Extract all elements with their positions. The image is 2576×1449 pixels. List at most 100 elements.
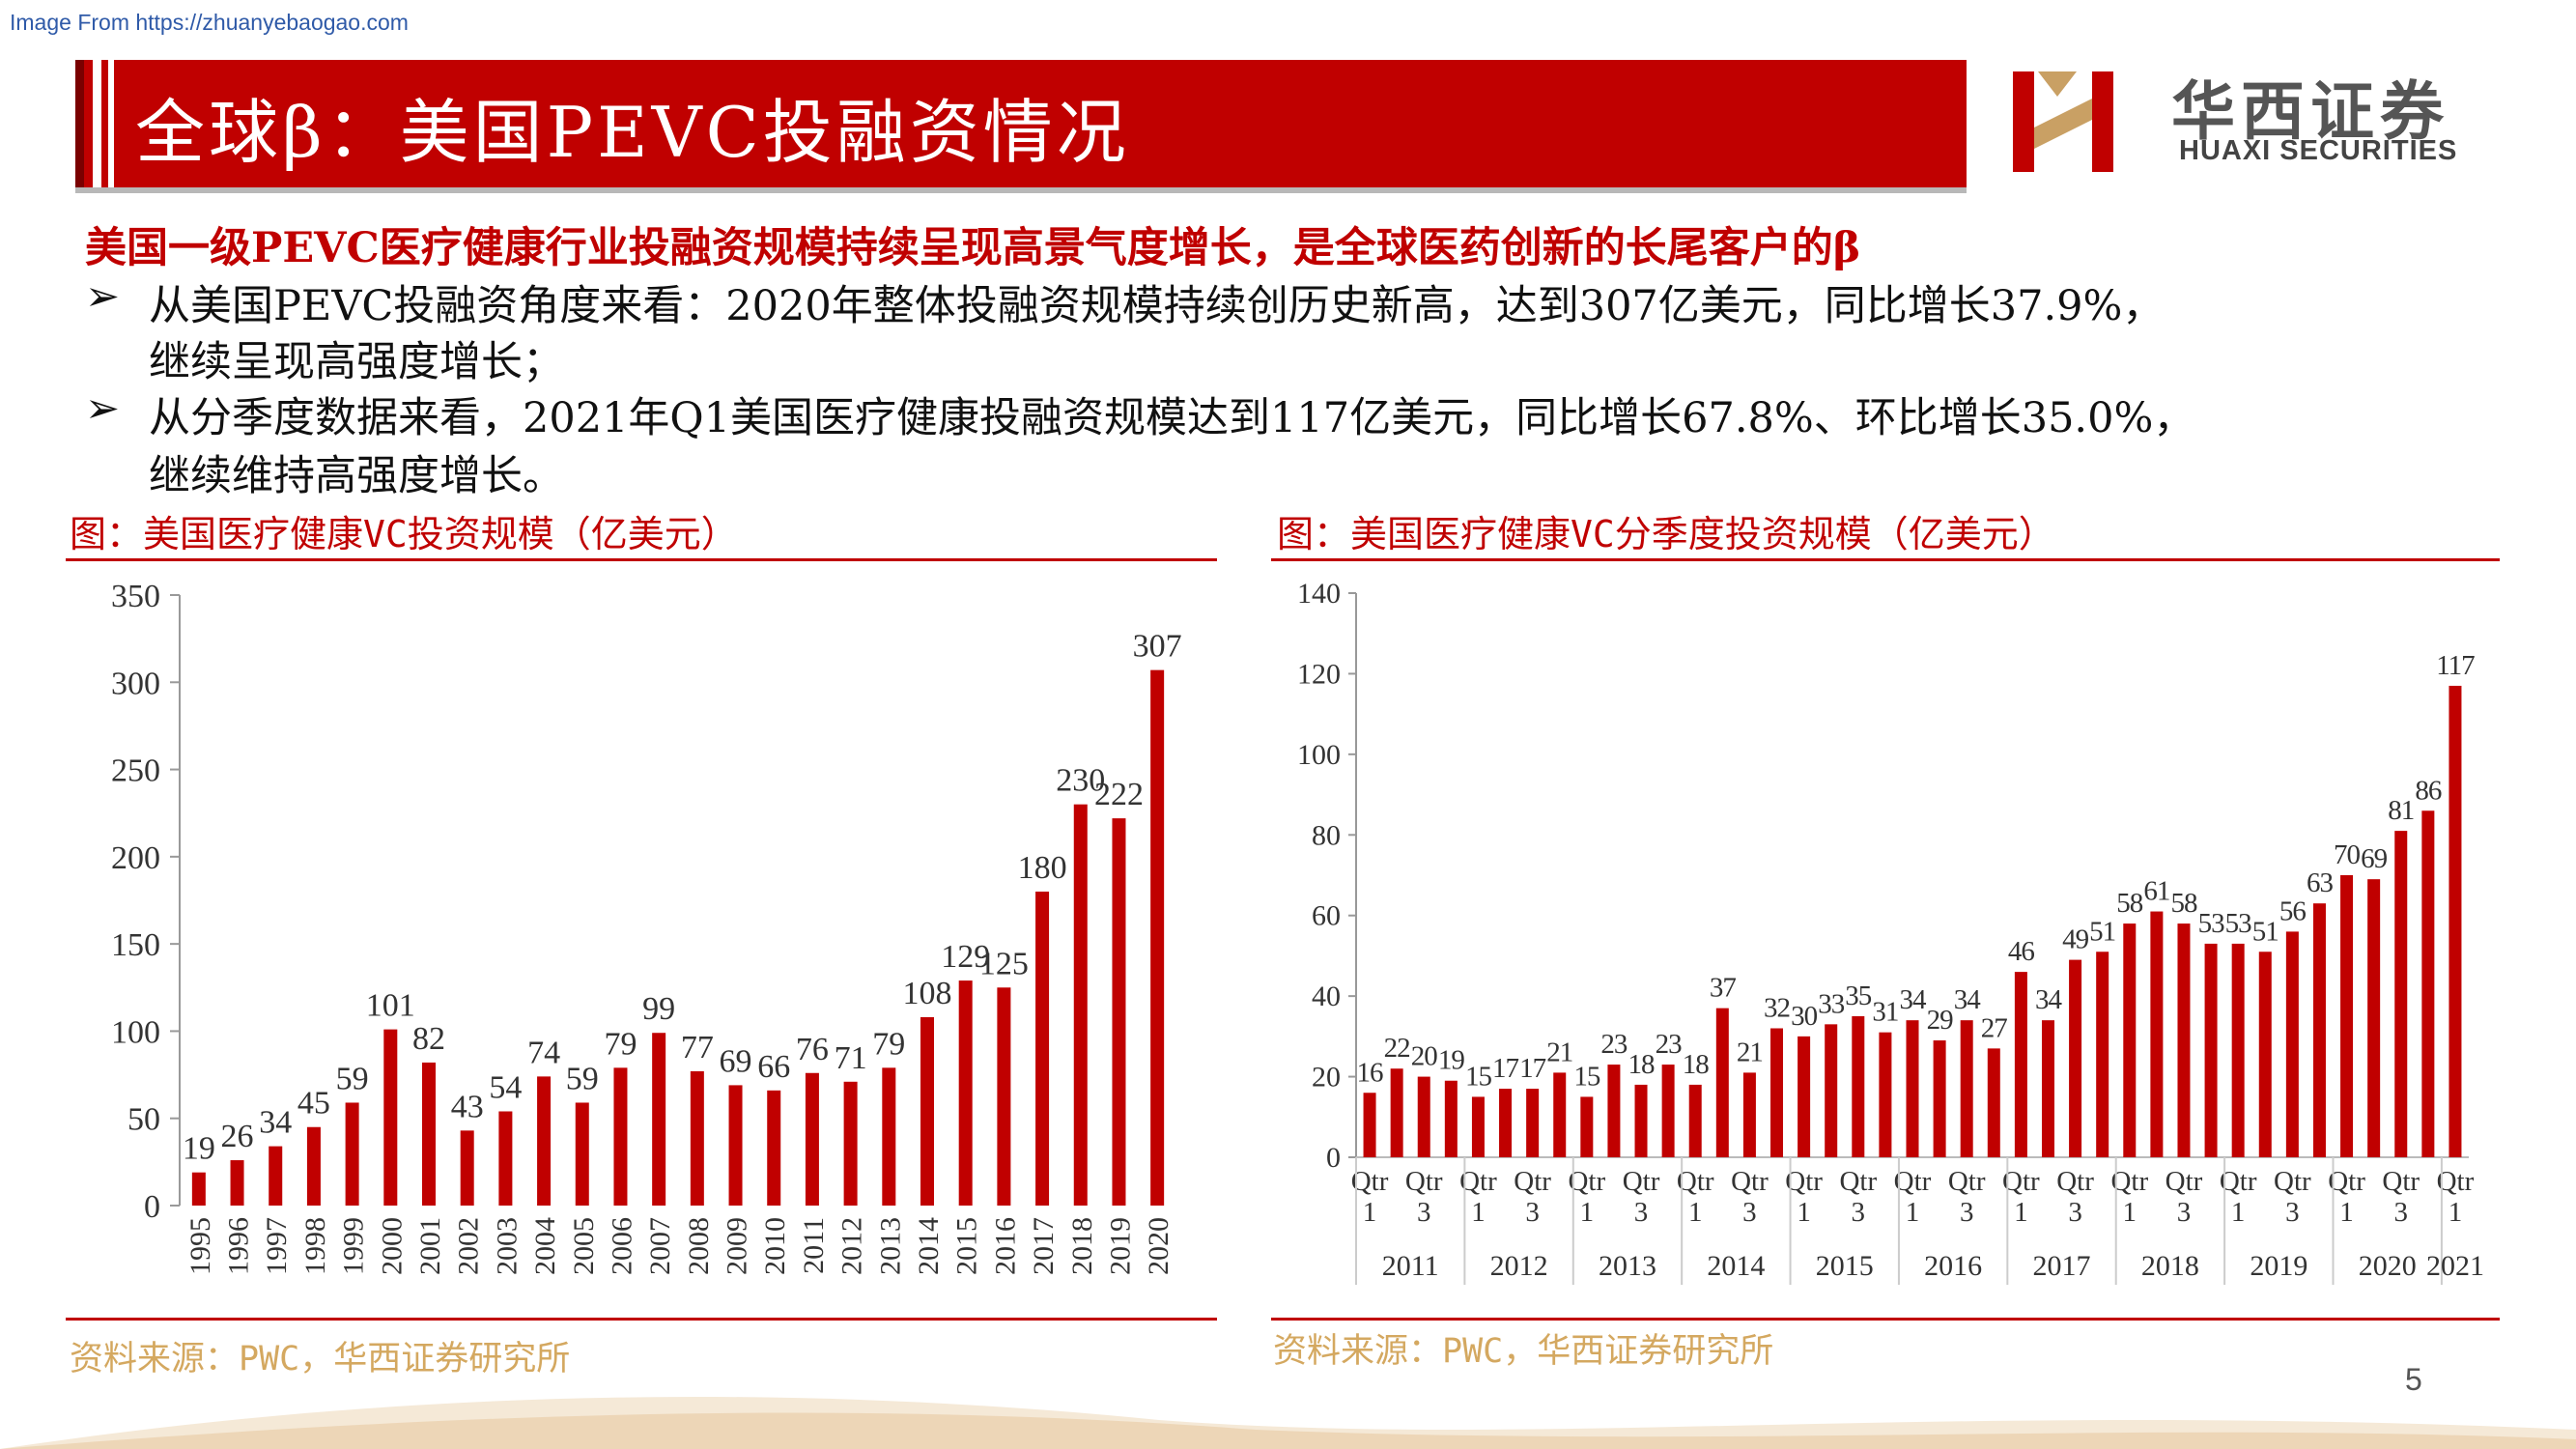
- x-quarter-label: Qtr: [2220, 1166, 2257, 1197]
- x-tick-label: 2001: [414, 1217, 446, 1275]
- bar: [690, 1070, 704, 1206]
- data-label: 86: [2415, 775, 2442, 806]
- data-label: 45: [297, 1086, 330, 1122]
- x-quarter-label: 3: [2285, 1197, 2300, 1228]
- x-quarter-label: 3: [1742, 1197, 1757, 1228]
- x-quarter-label: Qtr: [1785, 1166, 1823, 1197]
- bar: [2014, 972, 2027, 1157]
- slide-title: 全球β：美国PEVC投融资情况: [135, 92, 1130, 173]
- data-label: 34: [1954, 984, 1982, 1015]
- headline: 美国一级PEVC医疗健康行业投融资规模持续呈现高景气度增长，是全球医药创新的长尾…: [85, 224, 1861, 272]
- bar: [1879, 1032, 1892, 1157]
- y-tick-label: 300: [111, 666, 160, 701]
- x-tick-label: 2012: [836, 1217, 868, 1275]
- x-quarter-label: Qtr: [1459, 1166, 1497, 1197]
- y-tick-label: 50: [127, 1102, 160, 1138]
- x-quarter-label: 3: [1417, 1197, 1431, 1228]
- bar: [728, 1085, 743, 1206]
- x-quarter-label: 1: [1363, 1197, 1377, 1228]
- x-year-label: 2014: [1707, 1250, 1765, 1282]
- x-quarter-label: 1: [1797, 1197, 1811, 1228]
- x-quarter-label: Qtr: [2382, 1166, 2420, 1197]
- bar: [1390, 1068, 1403, 1157]
- bar: [1688, 1084, 1702, 1157]
- x-quarter-label: Qtr: [1839, 1166, 1877, 1197]
- x-year-label: 2018: [2141, 1250, 2199, 1282]
- bar: [1499, 1089, 1513, 1157]
- bar: [2258, 952, 2272, 1157]
- y-tick-label: 60: [1312, 900, 1341, 932]
- x-tick-label: 1996: [223, 1217, 255, 1275]
- data-label: 58: [2170, 888, 2197, 919]
- bar: [1150, 669, 1165, 1206]
- bar: [1933, 1040, 1946, 1157]
- x-quarter-label: 1: [1580, 1197, 1595, 1228]
- left-chart-caption: 图：美国医疗健康VC投资规模（亿美元）: [70, 513, 738, 555]
- logo-chinese-name: 华西证券: [2171, 73, 2449, 149]
- bullet-text: 继续呈现高强度增长；: [149, 338, 564, 386]
- data-label: 54: [489, 1069, 522, 1105]
- data-label: 53: [2198, 908, 2225, 939]
- x-quarter-label: Qtr: [2056, 1166, 2094, 1197]
- bar: [345, 1102, 359, 1206]
- data-label: 20: [1411, 1041, 1438, 1072]
- bar: [2204, 943, 2218, 1157]
- data-label: 101: [366, 988, 415, 1024]
- x-quarter-label: 3: [2068, 1197, 2082, 1228]
- x-quarter-label: 3: [1525, 1197, 1540, 1228]
- data-label: 21: [1737, 1037, 1763, 1067]
- bar: [1742, 1072, 1756, 1157]
- data-label: 99: [642, 991, 675, 1027]
- x-tick-label: 2018: [1066, 1217, 1098, 1275]
- x-tick-label: 2006: [606, 1217, 637, 1275]
- x-tick-label: 2019: [1104, 1217, 1136, 1275]
- title-shadow: [75, 187, 1967, 193]
- y-tick-label: 150: [111, 927, 160, 963]
- x-quarter-label: 1: [2123, 1197, 2137, 1228]
- bar: [575, 1102, 589, 1206]
- data-label: 49: [2062, 924, 2089, 955]
- data-label: 74: [527, 1035, 560, 1070]
- data-label: 79: [604, 1026, 637, 1062]
- bar: [1634, 1084, 1648, 1157]
- x-tick-label: 1999: [338, 1217, 370, 1275]
- bar: [1906, 1020, 1919, 1157]
- right-source-note: 资料来源：PWC，华西证券研究所: [1273, 1332, 1774, 1371]
- bar: [1770, 1028, 1784, 1157]
- bar: [2041, 1020, 2054, 1157]
- x-year-label: 2021: [2426, 1250, 2484, 1282]
- x-quarter-label: Qtr: [2166, 1166, 2203, 1197]
- bullet-text: 从分季度数据来看，2021年Q1美国医疗健康投融资规模达到117亿美元，同比增长…: [149, 394, 2195, 442]
- data-label: 23: [1656, 1029, 1683, 1060]
- bar: [1987, 1048, 2000, 1157]
- data-label: 51: [2089, 916, 2115, 947]
- bar: [2340, 875, 2354, 1157]
- bar: [1363, 1093, 1376, 1157]
- data-label: 56: [2279, 895, 2307, 926]
- data-label: 117: [2436, 650, 2475, 681]
- data-label: 17: [1519, 1053, 1546, 1084]
- bar: [2231, 943, 2245, 1157]
- x-tick-label: 2011: [798, 1217, 830, 1274]
- x-quarter-label: Qtr: [2437, 1166, 2475, 1197]
- data-label: 66: [757, 1049, 790, 1085]
- x-quarter-label: 1: [1471, 1197, 1486, 1228]
- page-number: 5: [2405, 1362, 2422, 1397]
- title-stripe: [93, 60, 101, 187]
- x-tick-label: 2010: [759, 1217, 791, 1275]
- x-quarter-label: Qtr: [1894, 1166, 1932, 1197]
- data-label: 129: [941, 939, 990, 975]
- bar: [2367, 879, 2381, 1157]
- x-tick-label: 2014: [913, 1217, 945, 1275]
- bar: [191, 1172, 206, 1206]
- y-tick-label: 0: [144, 1189, 160, 1225]
- bar: [843, 1081, 858, 1206]
- bar: [2123, 923, 2137, 1157]
- data-label: 27: [1981, 1012, 2008, 1043]
- bar: [1417, 1076, 1430, 1157]
- bar: [1553, 1072, 1567, 1157]
- x-quarter-label: Qtr: [1351, 1166, 1389, 1197]
- bar: [652, 1033, 666, 1206]
- x-quarter-label: 1: [1906, 1197, 1920, 1228]
